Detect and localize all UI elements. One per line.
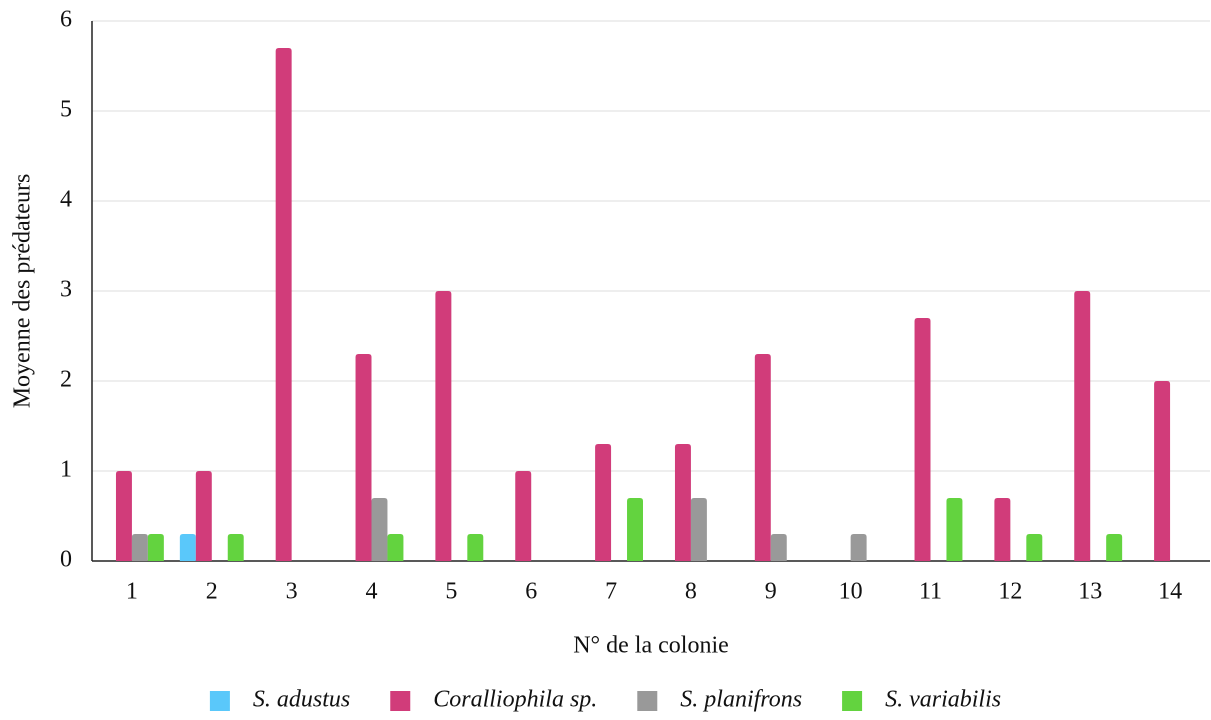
- bar: [195, 471, 212, 561]
- x-tick-label: 9: [765, 579, 777, 605]
- y-tick-label: 2: [60, 367, 72, 393]
- bar: [850, 534, 867, 561]
- legend-swatch: [390, 691, 411, 711]
- x-tick-label: 7: [605, 579, 617, 605]
- bar: [435, 291, 452, 561]
- y-tick-label: 4: [60, 187, 72, 213]
- bar: [371, 498, 388, 561]
- x-tick-label: 3: [286, 579, 298, 605]
- bar: [131, 534, 148, 561]
- y-axis-title: Moyenne des prédateurs: [10, 174, 36, 409]
- bar: [627, 498, 643, 561]
- bar: [770, 534, 787, 561]
- y-tick-label: 1: [60, 457, 72, 483]
- bar: [914, 318, 931, 561]
- y-tick-label: 3: [60, 277, 72, 303]
- bar: [227, 534, 244, 561]
- legend-label: Coralliophila sp.: [433, 687, 597, 713]
- bar: [115, 471, 132, 561]
- bar: [147, 534, 164, 561]
- y-tick-label: 5: [60, 97, 72, 123]
- bar: [754, 354, 771, 561]
- x-tick-label: 8: [685, 579, 697, 605]
- bar: [1026, 534, 1043, 561]
- x-tick-label: 2: [206, 579, 218, 605]
- y-tick-label: 0: [60, 547, 72, 573]
- x-tick-label: 6: [525, 579, 537, 605]
- bar: [179, 534, 196, 561]
- legend-swatch: [637, 691, 658, 711]
- bar: [1074, 291, 1091, 561]
- bar: [1106, 534, 1123, 561]
- x-tick-label: 14: [1158, 579, 1182, 605]
- legend-label: S. adustus: [253, 687, 350, 713]
- bar: [467, 534, 484, 561]
- x-tick-label: 5: [445, 579, 457, 605]
- bar: [946, 498, 963, 561]
- legend-swatch: [209, 691, 230, 711]
- x-tick-label: 10: [839, 579, 863, 605]
- bar: [994, 498, 1011, 561]
- y-tick-label: 6: [60, 7, 72, 33]
- bar: [387, 534, 404, 561]
- bar: [674, 444, 691, 561]
- legend-swatch: [842, 691, 863, 711]
- bar: [515, 471, 532, 561]
- legend-label: S. variabilis: [885, 687, 1001, 713]
- x-tick-label: 1: [126, 579, 138, 605]
- bar: [595, 444, 612, 561]
- bar: [355, 354, 372, 561]
- bar: [1154, 381, 1171, 561]
- x-tick-label: 13: [1078, 579, 1102, 605]
- x-axis-title: N° de la colonie: [573, 633, 729, 659]
- bar: [690, 498, 707, 561]
- bar: [275, 48, 292, 561]
- x-tick-label: 11: [919, 579, 942, 605]
- legend-label: S. planifrons: [680, 687, 802, 713]
- x-tick-label: 4: [366, 579, 378, 605]
- x-tick-label: 12: [998, 579, 1022, 605]
